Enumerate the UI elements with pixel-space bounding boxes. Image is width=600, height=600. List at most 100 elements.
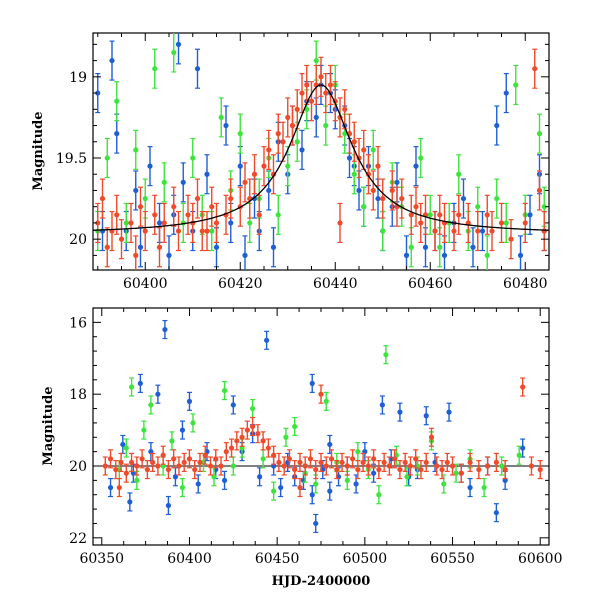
top-data-point <box>408 194 414 235</box>
bottom-data-point <box>355 442 361 462</box>
top-data-point <box>498 202 505 244</box>
top-data-point <box>156 227 163 268</box>
bottom-marker <box>234 438 240 444</box>
bottom-data-point <box>139 449 145 469</box>
bottom-data-point <box>234 431 240 451</box>
bottom-marker <box>439 466 445 473</box>
bottom-x-tick-label: 60550 <box>430 551 475 567</box>
bottom-marker <box>397 466 403 473</box>
bottom-marker <box>528 463 535 469</box>
bottom-data-point <box>446 402 452 422</box>
top-marker <box>256 212 262 218</box>
bottom-data-point <box>186 449 193 469</box>
bottom-marker <box>493 459 499 466</box>
top-marker <box>247 220 253 226</box>
bottom-marker <box>116 484 122 491</box>
bottom-marker <box>413 456 419 462</box>
bottom-data-point <box>213 449 219 469</box>
top-marker <box>114 98 120 104</box>
bottom-data-point <box>165 460 172 480</box>
bottom-marker <box>323 463 329 469</box>
bottom-data-point <box>230 395 236 415</box>
bottom-marker <box>162 326 168 333</box>
bottom-data-point <box>502 460 508 480</box>
bottom-x-tick-label: 60400 <box>167 551 212 567</box>
bottom-y-tick-label: 18 <box>69 387 87 403</box>
bottom-x-tick-label: 60450 <box>255 551 300 567</box>
top-marker <box>185 212 191 218</box>
bottom-data-point <box>134 456 140 476</box>
top-marker <box>142 228 148 234</box>
bottom-data-point <box>407 456 414 476</box>
bottom-marker <box>485 463 491 469</box>
bottom-marker <box>165 466 172 473</box>
bottom-data-point <box>176 456 182 476</box>
top-data-point <box>475 210 481 252</box>
top-data-point <box>152 194 158 235</box>
top-marker <box>266 187 272 194</box>
bottom-y-tick-label: 22 <box>69 531 87 547</box>
bottom-data-point <box>260 431 266 451</box>
top-marker <box>541 228 547 234</box>
top-marker <box>375 163 381 169</box>
bottom-marker <box>271 452 277 458</box>
top-data-point <box>361 186 367 227</box>
top-data-point <box>166 235 172 270</box>
bottom-data-point <box>467 477 473 498</box>
bottom-marker <box>467 459 473 466</box>
bottom-marker <box>281 463 287 469</box>
bottom-marker <box>244 427 250 433</box>
top-marker <box>171 204 177 210</box>
top-marker <box>408 244 414 250</box>
top-data-point <box>380 178 386 219</box>
bottom-marker <box>228 445 235 451</box>
bottom-y-axis-label: Magnitude <box>41 386 56 465</box>
top-data-point <box>190 137 196 179</box>
top-marker <box>294 139 300 145</box>
top-data-point <box>199 210 205 252</box>
top-data-point <box>161 162 167 203</box>
top-axes-frame <box>92 32 550 271</box>
top-data-point <box>171 186 177 227</box>
bottom-marker <box>195 481 201 487</box>
top-marker <box>152 66 158 72</box>
bottom-marker <box>292 423 298 430</box>
bottom-data-point <box>339 452 345 472</box>
bottom-marker <box>128 384 135 390</box>
bottom-marker <box>344 477 350 483</box>
bottom-data-point <box>334 460 340 480</box>
top-data-point <box>494 178 500 219</box>
top-data-point <box>114 81 120 122</box>
top-data-point <box>242 235 248 270</box>
top-marker <box>441 252 448 258</box>
top-x-tick-label: 60460 <box>408 276 453 292</box>
bottom-marker <box>397 409 403 415</box>
top-marker <box>251 195 258 202</box>
top-data-point <box>133 170 139 211</box>
bottom-data-point <box>141 420 147 440</box>
top-data-point <box>280 121 286 162</box>
top-marker <box>194 66 201 72</box>
top-marker <box>323 122 329 129</box>
bottom-marker <box>327 488 333 494</box>
top-marker <box>275 131 281 137</box>
top-data-point <box>527 194 533 235</box>
bottom-marker <box>221 387 228 394</box>
top-marker <box>114 212 120 218</box>
bottom-data-point <box>128 452 135 472</box>
bottom-marker <box>192 466 198 473</box>
top-data-point <box>299 129 305 170</box>
top-y-axis-label: Magnitude <box>31 111 46 190</box>
bottom-marker <box>516 452 522 458</box>
bottom-data-point <box>207 456 214 476</box>
top-marker <box>109 57 115 64</box>
top-data-point <box>270 227 277 268</box>
bottom-data-point <box>323 456 329 476</box>
top-marker <box>351 171 357 177</box>
top-data-point <box>399 178 405 219</box>
bottom-data-point <box>144 460 150 480</box>
bottom-data-point <box>537 460 543 480</box>
top-marker <box>323 90 329 96</box>
bottom-marker <box>383 352 389 358</box>
